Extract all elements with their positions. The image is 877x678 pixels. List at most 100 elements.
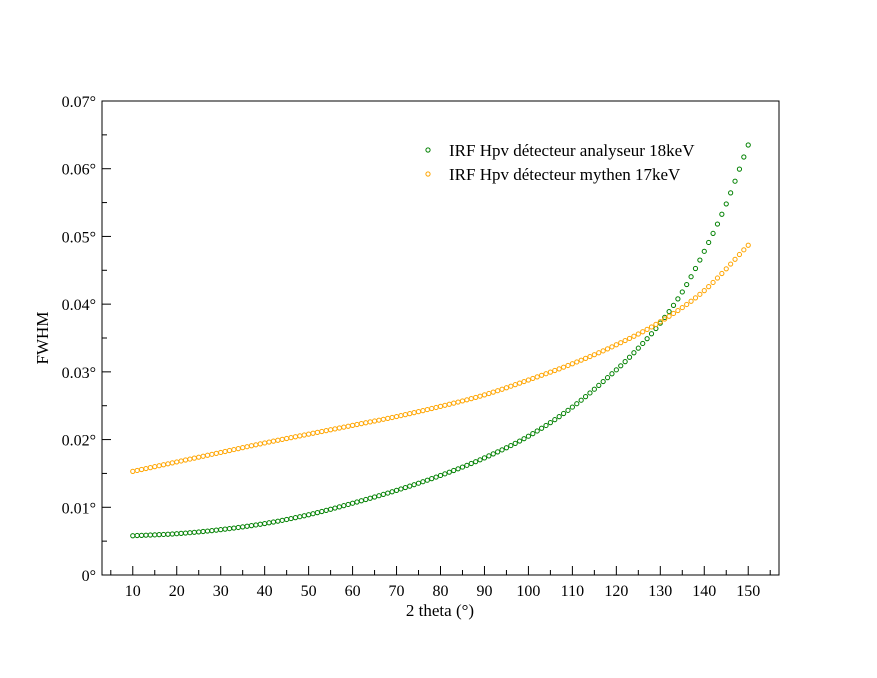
data-point — [196, 529, 202, 535]
data-point — [424, 477, 430, 483]
data-point — [226, 447, 233, 454]
x-tick-label: 110 — [561, 583, 584, 600]
data-point — [130, 468, 136, 474]
data-point — [407, 483, 413, 489]
data-point — [640, 329, 646, 335]
data-point — [495, 449, 501, 455]
data-point — [266, 520, 272, 526]
legend: IRF Hpv détecteur analyseur 18keV IRF Hpv… — [425, 141, 695, 184]
data-point — [385, 490, 391, 496]
data-point — [200, 453, 206, 459]
x-tick-label: 130 — [648, 583, 672, 600]
data-point — [503, 445, 510, 451]
data-point — [160, 462, 167, 468]
data-point — [284, 516, 290, 523]
data-point — [692, 295, 699, 301]
data-point — [723, 201, 729, 207]
x-tick-label: 10 — [125, 583, 141, 600]
data-point — [451, 400, 457, 406]
data-point — [539, 372, 545, 378]
data-point — [736, 166, 743, 172]
data-point — [174, 531, 180, 537]
data-point — [578, 357, 584, 363]
data-point — [165, 461, 171, 467]
data-point — [134, 532, 140, 539]
data-point — [534, 428, 540, 434]
data-point — [547, 369, 554, 375]
data-point — [574, 359, 580, 365]
data-point — [736, 251, 743, 258]
data-point — [301, 432, 307, 438]
data-point — [613, 367, 619, 373]
data-point — [582, 394, 589, 400]
data-point — [560, 410, 567, 417]
data-point — [565, 407, 571, 413]
data-point — [433, 474, 439, 480]
data-point — [728, 190, 734, 196]
data-point — [701, 248, 707, 254]
data-point — [341, 424, 347, 430]
data-point — [675, 296, 681, 302]
data-point — [218, 449, 224, 456]
data-point — [292, 515, 299, 521]
legend-item-2: IRF Hpv détecteur mythen 17keV — [425, 165, 681, 184]
data-point — [209, 528, 215, 534]
x-tick-label: 140 — [692, 583, 716, 600]
data-point — [301, 513, 307, 519]
data-point — [569, 361, 575, 367]
data-point — [231, 525, 237, 531]
y-axis-label: FWHM — [33, 312, 52, 365]
data-point — [613, 342, 619, 348]
data-point — [345, 423, 351, 429]
data-point — [556, 366, 562, 372]
data-point — [714, 275, 721, 281]
data-point — [600, 348, 606, 354]
data-point — [560, 364, 567, 370]
data-point — [455, 399, 461, 405]
data-point — [464, 397, 470, 403]
data-point — [169, 531, 175, 537]
data-point — [385, 415, 391, 421]
data-point — [262, 440, 268, 446]
series-2 — [130, 242, 751, 474]
data-point — [644, 326, 650, 332]
data-point — [213, 450, 219, 456]
data-point — [187, 530, 193, 536]
data-point — [543, 371, 549, 377]
data-point — [310, 430, 316, 436]
data-point — [631, 350, 637, 356]
data-point — [389, 414, 395, 421]
data-point — [257, 441, 263, 447]
data-point — [525, 377, 532, 383]
data-point — [349, 500, 356, 506]
data-point — [569, 404, 575, 410]
legend-item-1: IRF Hpv détecteur analyseur 18keV — [425, 141, 695, 160]
data-point — [257, 521, 263, 527]
data-point — [270, 438, 277, 444]
data-point — [380, 416, 386, 422]
data-point — [196, 454, 202, 460]
data-point — [706, 284, 712, 290]
data-point — [138, 532, 145, 538]
data-point — [552, 367, 558, 374]
data-point — [631, 333, 637, 339]
data-point — [248, 443, 255, 449]
series-layer — [130, 142, 751, 539]
data-point — [745, 242, 751, 248]
data-point — [582, 355, 589, 361]
data-point — [187, 456, 193, 462]
data-point — [398, 412, 404, 419]
data-point — [451, 467, 457, 474]
y-tick-label: 0.04° — [62, 297, 96, 314]
data-point — [565, 362, 571, 369]
data-point — [591, 352, 597, 358]
data-point — [354, 421, 360, 428]
data-point — [486, 390, 492, 397]
data-point — [266, 439, 272, 445]
data-point — [332, 505, 338, 511]
data-point — [604, 375, 611, 381]
data-point — [323, 428, 329, 434]
x-tick-label: 150 — [736, 583, 760, 600]
data-point — [354, 499, 360, 505]
